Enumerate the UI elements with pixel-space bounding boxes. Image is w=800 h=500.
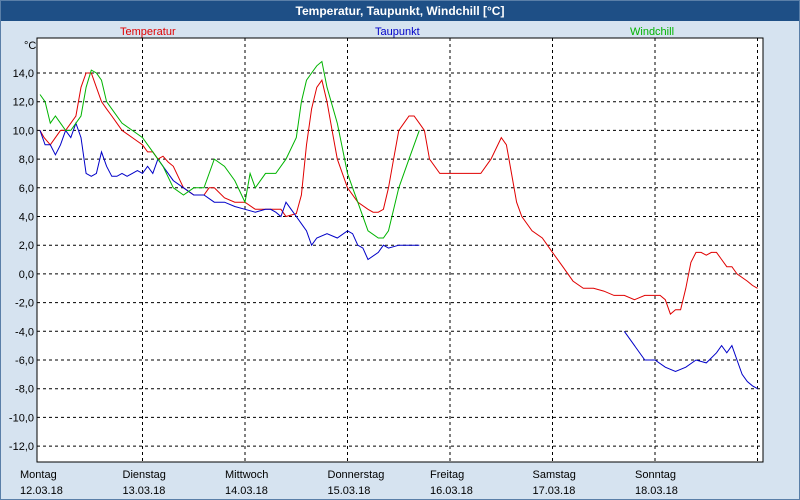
x-tick-date: 12.03.18 — [20, 485, 63, 497]
y-tick-label: -2,0 — [15, 298, 34, 310]
legend-windchill: Windchill — [630, 26, 674, 38]
x-tick-date: 14.03.18 — [225, 485, 268, 497]
y-tick-label: 0,0 — [19, 269, 34, 281]
legend-temperatur: Temperatur — [120, 26, 176, 38]
legend-taupunkt: Taupunkt — [375, 26, 420, 38]
x-tick-day: Donnerstag — [328, 469, 385, 481]
x-tick-date: 16.03.18 — [430, 485, 473, 497]
series-line-taupunkt — [623, 331, 758, 390]
series-lines — [39, 60, 758, 390]
y-tick-label: 14,0 — [13, 68, 34, 80]
x-tick-day: Samstag — [533, 469, 576, 481]
plot-area — [36, 37, 764, 463]
x-tick-day: Freitag — [430, 469, 464, 481]
x-tick-date: 13.03.18 — [123, 485, 166, 497]
x-tick-day: Dienstag — [123, 469, 166, 481]
y-tick-label: 12,0 — [13, 97, 34, 109]
x-tick-day: Montag — [20, 469, 57, 481]
x-tick-day: Mittwoch — [225, 469, 268, 481]
x-tick-date: 17.03.18 — [533, 485, 576, 497]
y-tick-label: 8,0 — [19, 154, 34, 166]
y-tick-label: 4,0 — [19, 212, 34, 224]
series-line-temperatur — [39, 72, 758, 315]
y-tick-label: -8,0 — [15, 384, 34, 396]
y-tick-label: -10,0 — [9, 412, 34, 424]
y-axis-unit: °C — [24, 40, 36, 52]
chart-title: Temperatur, Taupunkt, Windchill [°C] — [1, 1, 799, 21]
x-tick-day: Sonntag — [635, 469, 676, 481]
y-tick-label: 10,0 — [13, 125, 34, 137]
x-tick-date: 18.03.18 — [635, 485, 678, 497]
y-tick-label: 2,0 — [19, 240, 34, 252]
y-tick-label: -12,0 — [9, 441, 34, 453]
y-tick-label: 6,0 — [19, 183, 34, 195]
y-tick-label: -4,0 — [15, 326, 34, 338]
series-line-windchill — [39, 60, 420, 239]
axis-labels: 14,0 12,0 10,0 8,0 6,0 4,0 2,0 0,0 -2,0 -4,0 -6,0 -… — [9, 68, 678, 497]
y-tick-label: -6,0 — [15, 355, 34, 367]
x-tick-date: 15.03.18 — [328, 485, 371, 497]
series-line-taupunkt — [39, 121, 420, 261]
